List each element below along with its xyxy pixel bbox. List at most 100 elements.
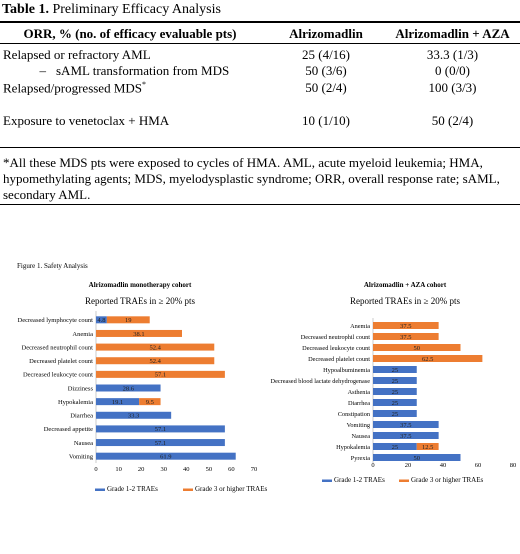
row-mono-value: 25 (4/16) [301, 47, 351, 62]
row-combo-value: 50 (2/4) [431, 113, 474, 128]
category-label: Vomiting [69, 453, 94, 460]
table-bottom-rule [0, 147, 520, 148]
category-label: Decreased platelet count [29, 358, 93, 365]
bar-segment [373, 399, 417, 406]
category-label: Anemia [350, 323, 370, 330]
row-mono-value: 50 (3/6) [305, 63, 347, 78]
bar-segment [373, 333, 439, 340]
data-label: 28.6 [123, 385, 135, 392]
data-label: 33.3 [128, 413, 139, 420]
tick-label: 60 [475, 462, 482, 469]
data-label: 62.5 [422, 356, 433, 363]
tick-label: 40 [440, 462, 447, 469]
data-label: 37.5 [400, 323, 411, 330]
category-label: Pyrexia [351, 455, 370, 462]
header-alrizomadlin-aza: Alrizomadlin + AZA [395, 26, 510, 41]
data-label: 19.1 [112, 399, 123, 406]
bar-segment [373, 454, 461, 461]
bar-segment [373, 344, 461, 351]
data-label: 57.1 [155, 440, 166, 447]
data-label: 25 [392, 378, 399, 385]
tick-label: 20 [405, 462, 412, 469]
data-label: 37.5 [400, 422, 411, 429]
legend-swatch-grade12 [95, 488, 105, 491]
category-label: Vomiting [347, 422, 371, 429]
header-orr: ORR, % (no. of efficacy evaluable pts) [23, 26, 237, 41]
right-chart-subtitle: Reported TRAEs in ≥ 20% pts [349, 296, 461, 306]
left-chart-title: Alrizomadlin monotherapy cohort [88, 281, 192, 289]
data-label: 57.1 [155, 372, 166, 379]
table-title: Table 1. Preliminary Efficacy Analysis [2, 2, 221, 17]
data-label: 52.4 [149, 344, 161, 351]
data-label: 57.1 [155, 426, 166, 433]
left-chart-subtitle: Reported TRAEs in ≥ 20% pts [84, 296, 196, 306]
legend-swatch-grade3 [399, 479, 409, 482]
bar-segment [373, 322, 439, 329]
category-label: Decreased platelet count [308, 356, 370, 363]
tick-label: 50 [206, 466, 213, 473]
data-label: 9.5 [146, 399, 154, 406]
row-mono-value: 10 (1/10) [301, 113, 351, 128]
category-label: Nausea [74, 440, 93, 447]
legend-label: Grade 3 or higher TRAEs [411, 476, 483, 484]
category-label: Decreased lymphocyte count [18, 317, 94, 324]
right-chart-title: Alrizomadlin + AZA cohort [363, 281, 447, 289]
category-label: Decreased neutrophil count [301, 334, 370, 341]
data-label: 37.5 [400, 334, 411, 341]
tick-label: 60 [228, 466, 235, 473]
bar-segment [96, 452, 236, 460]
row-mono-value: 50 (2/4) [305, 80, 347, 95]
category-label: Anemia [72, 331, 93, 338]
table-footnote: *All these MDS pts were exposed to cycle… [3, 155, 500, 202]
tick-label: 80 [510, 462, 517, 469]
tick-label: 0 [94, 466, 97, 473]
tick-label: 0 [371, 462, 374, 469]
figure-title: Figure 1. Safety Analysis [17, 262, 88, 270]
data-label: 25 [392, 411, 399, 418]
bar-segment [373, 388, 417, 395]
bar-segment [373, 355, 483, 362]
legend-label: Grade 3 or higher TRAEs [195, 485, 267, 493]
tick-label: 70 [251, 466, 258, 473]
row-combo-value: 33.3 (1/3) [426, 47, 479, 62]
data-label: 61.9 [160, 453, 171, 460]
bar-segment [139, 398, 161, 406]
left-chart: Decreased lymphocyte count 4.8 19 Anemia 38.… [18, 311, 267, 493]
bar-segment [96, 425, 225, 433]
bar-segment [373, 421, 439, 428]
data-label: 38.1 [133, 331, 144, 338]
tick-label: 20 [138, 466, 145, 473]
data-label: 37.5 [400, 433, 411, 440]
right-chart: Anemia 37.5 Decreased neutrophil count 37.5… [271, 318, 517, 484]
bar-segment [96, 343, 215, 351]
bar-segment [373, 443, 417, 450]
bar-segment [96, 411, 172, 419]
bar-segment [373, 377, 417, 384]
bar-segment [96, 384, 161, 392]
category-label: Hypokalemia [336, 444, 370, 451]
legend-swatch-grade12 [322, 479, 332, 482]
bar-segment [373, 366, 417, 373]
data-label: 19 [125, 317, 132, 324]
bar-segment [106, 316, 150, 324]
category-label: Asthenia [348, 389, 371, 396]
category-label: Decreased leukocyte count [23, 372, 93, 379]
bar-segment [96, 316, 107, 324]
bar-segment [96, 398, 140, 406]
legend-label: Grade 1-2 TRAEs [107, 485, 158, 493]
data-label: 50 [414, 345, 421, 352]
category-label: Hypoalbuminemia [323, 367, 370, 374]
data-label: 12.5 [422, 444, 433, 451]
bar-segment [96, 329, 182, 337]
tick-label: 10 [115, 466, 122, 473]
row-label: – sAML transformation from MDS [0, 63, 230, 79]
tick-label: 40 [183, 466, 190, 473]
footnote-rule [0, 204, 520, 205]
category-label: Diarrhea [348, 400, 370, 407]
data-label: 25 [392, 444, 399, 451]
row-label: Relapsed or refractory AML [3, 47, 151, 62]
category-label: Decreased neutrophil count [22, 344, 94, 351]
legend-label: Grade 1-2 TRAEs [334, 476, 385, 484]
data-label: 25 [392, 400, 399, 407]
row-dash: – [39, 63, 47, 78]
